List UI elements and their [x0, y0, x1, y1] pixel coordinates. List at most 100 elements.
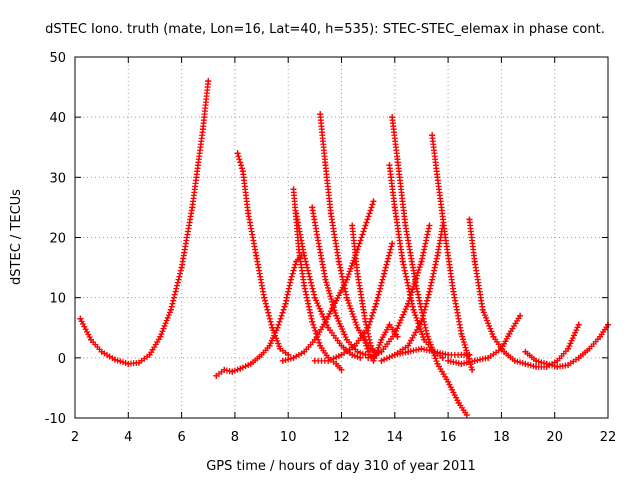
data-point — [338, 366, 345, 373]
data-point — [378, 348, 385, 355]
series-15 — [378, 222, 446, 364]
data-point — [386, 321, 393, 328]
data-point — [290, 186, 297, 193]
series-1 — [77, 78, 212, 367]
series-6 — [293, 210, 364, 361]
data-point — [445, 378, 452, 385]
data-point — [269, 324, 276, 331]
data-point — [277, 345, 284, 352]
data-point — [229, 368, 236, 375]
data-point — [370, 198, 377, 205]
data-point — [575, 321, 582, 328]
data-point — [517, 312, 524, 319]
data-point — [455, 399, 462, 406]
data-point — [335, 258, 342, 265]
data-point — [434, 252, 441, 259]
data-point — [391, 204, 398, 211]
data-point — [458, 330, 465, 337]
series-19 — [445, 312, 524, 367]
data-point — [349, 351, 356, 358]
data-point — [258, 351, 265, 358]
data-point — [418, 345, 425, 352]
data-point — [479, 306, 486, 313]
series-7 — [309, 204, 369, 358]
data-point — [418, 318, 425, 325]
data-point — [434, 174, 441, 181]
y-tick-label: 40 — [49, 111, 66, 126]
data-point — [354, 324, 361, 331]
data-point — [301, 282, 308, 289]
data-point — [386, 162, 393, 169]
data-point — [199, 126, 206, 133]
data-point — [351, 342, 358, 349]
data-point — [378, 336, 385, 343]
series-8 — [317, 111, 380, 358]
data-point — [247, 360, 254, 367]
data-point — [554, 363, 561, 370]
data-point — [261, 294, 268, 301]
data-point — [490, 333, 497, 340]
data-point — [511, 357, 518, 364]
data-point — [349, 222, 356, 229]
data-point — [234, 150, 241, 157]
data-point — [213, 372, 220, 379]
y-tick-label: -10 — [45, 412, 66, 427]
data-point — [463, 411, 470, 418]
data-point — [125, 360, 132, 367]
x-tick-label: 14 — [387, 430, 404, 445]
data-point — [343, 294, 350, 301]
data-point — [575, 354, 582, 361]
data-point — [429, 132, 436, 139]
data-point — [442, 234, 449, 241]
data-point — [309, 318, 316, 325]
data-point — [597, 333, 604, 340]
data-point — [565, 362, 572, 369]
data-point — [338, 351, 345, 358]
data-point — [290, 354, 297, 361]
y-tick-label: 10 — [49, 292, 66, 307]
data-point — [391, 351, 398, 358]
series-16 — [429, 132, 476, 373]
data-point — [362, 318, 369, 325]
data-point — [522, 360, 529, 367]
data-point — [394, 156, 401, 163]
data-point — [466, 216, 473, 223]
data-point — [471, 357, 478, 364]
grid-lines — [75, 57, 608, 418]
data-point — [333, 312, 340, 319]
x-tick-label: 16 — [440, 430, 457, 445]
data-point — [314, 234, 321, 241]
data-point — [333, 360, 340, 367]
x-tick-label: 10 — [280, 430, 297, 445]
data-point — [522, 348, 529, 355]
data-point — [354, 348, 361, 355]
data-point — [365, 348, 372, 355]
data-point — [445, 357, 452, 364]
data-point — [301, 252, 308, 259]
data-point — [586, 345, 593, 352]
data-point — [98, 348, 105, 355]
data-point — [317, 342, 324, 349]
chart-title: dSTEC Iono. truth (mate, Lon=16, Lat=40,… — [45, 22, 605, 37]
data-point — [378, 357, 385, 364]
data-point — [205, 78, 212, 85]
series-5 — [279, 198, 377, 364]
x-tick-label: 4 — [124, 430, 132, 445]
data-point — [418, 258, 425, 265]
data-point — [405, 348, 412, 355]
data-point — [287, 276, 294, 283]
data-point — [533, 363, 540, 370]
data-point — [338, 342, 345, 349]
data-point — [389, 240, 396, 247]
data-point — [466, 351, 473, 358]
data-point — [405, 342, 412, 349]
x-tick-label: 2 — [71, 430, 79, 445]
data-point — [533, 357, 540, 364]
data-point — [426, 288, 433, 295]
data-point — [405, 300, 412, 307]
data-point — [389, 114, 396, 121]
data-point — [237, 365, 244, 372]
data-point — [245, 210, 252, 217]
data-point — [450, 288, 457, 295]
